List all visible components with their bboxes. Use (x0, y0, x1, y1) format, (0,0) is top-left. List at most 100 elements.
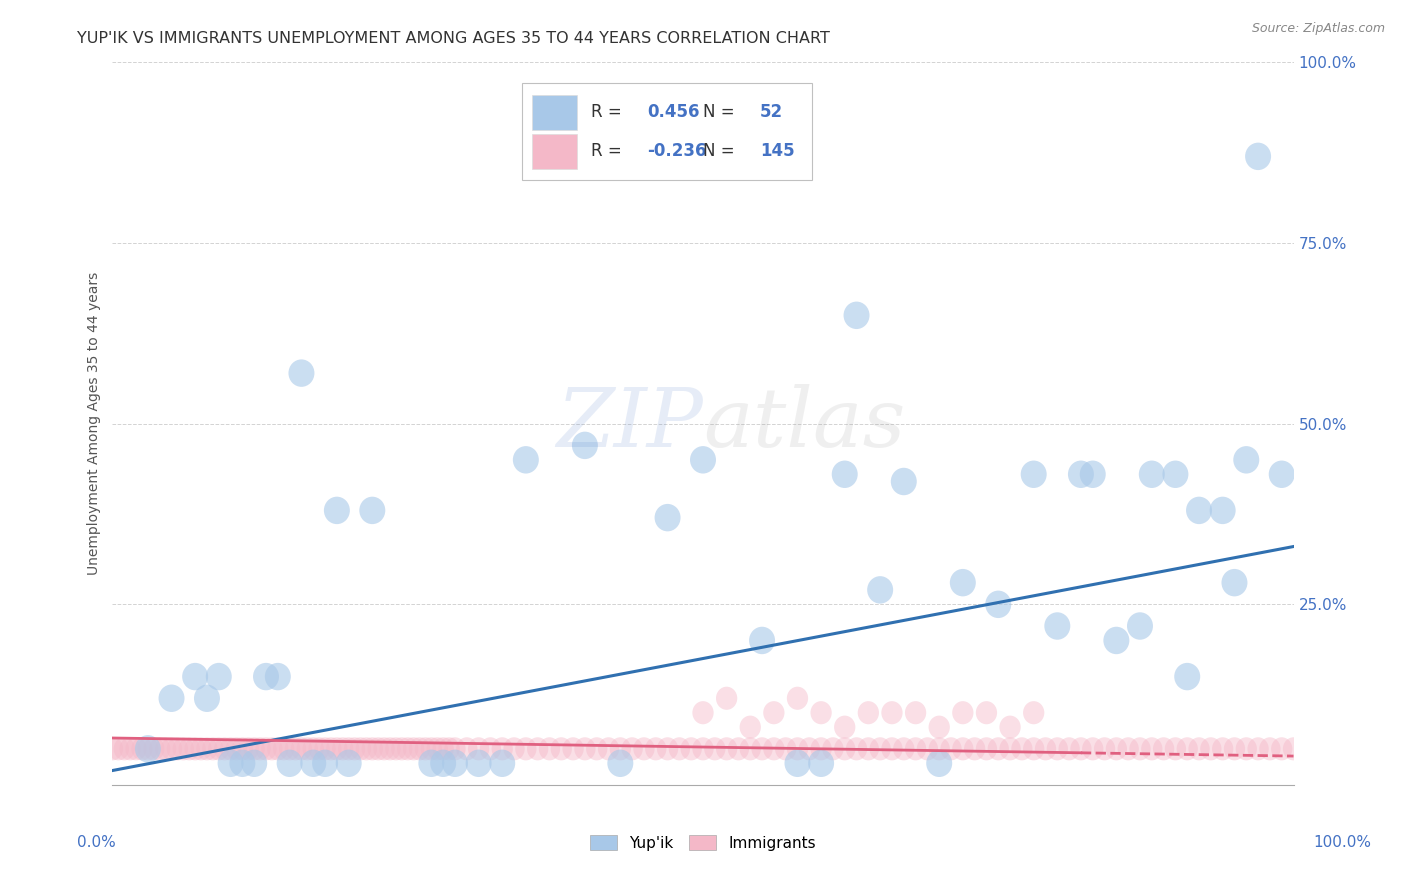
Text: 100.0%: 100.0% (1313, 836, 1371, 850)
Ellipse shape (763, 701, 785, 724)
Ellipse shape (243, 738, 264, 760)
Ellipse shape (114, 738, 135, 760)
Ellipse shape (716, 738, 737, 760)
Ellipse shape (312, 749, 337, 777)
Ellipse shape (607, 749, 633, 777)
Ellipse shape (1105, 738, 1128, 760)
Ellipse shape (149, 738, 170, 760)
Ellipse shape (527, 738, 548, 760)
Ellipse shape (1268, 460, 1295, 488)
Ellipse shape (323, 497, 350, 524)
Ellipse shape (751, 738, 773, 760)
Ellipse shape (419, 749, 444, 777)
Text: atlas: atlas (703, 384, 905, 464)
Ellipse shape (775, 738, 796, 760)
Ellipse shape (728, 738, 749, 760)
Ellipse shape (905, 701, 927, 724)
Ellipse shape (692, 738, 714, 760)
Ellipse shape (1164, 738, 1187, 760)
Ellipse shape (208, 738, 229, 760)
Ellipse shape (456, 738, 478, 760)
Text: 0.0%: 0.0% (77, 836, 117, 850)
Ellipse shape (586, 738, 607, 760)
Ellipse shape (882, 738, 903, 760)
Ellipse shape (1045, 612, 1070, 640)
Ellipse shape (297, 738, 318, 760)
Ellipse shape (367, 738, 389, 760)
Ellipse shape (273, 738, 294, 760)
Text: 0.456: 0.456 (648, 103, 700, 121)
Ellipse shape (202, 738, 224, 760)
Ellipse shape (197, 738, 218, 760)
Ellipse shape (681, 738, 702, 760)
Ellipse shape (1187, 497, 1212, 524)
Ellipse shape (194, 684, 219, 712)
Ellipse shape (572, 432, 598, 459)
Ellipse shape (1223, 738, 1246, 760)
Ellipse shape (120, 738, 141, 760)
Ellipse shape (1059, 738, 1080, 760)
Ellipse shape (645, 738, 666, 760)
Ellipse shape (374, 738, 395, 760)
Ellipse shape (336, 749, 361, 777)
Ellipse shape (834, 738, 855, 760)
Ellipse shape (1011, 738, 1032, 760)
Ellipse shape (1233, 446, 1260, 474)
Ellipse shape (928, 715, 950, 739)
Ellipse shape (669, 738, 690, 760)
Ellipse shape (834, 715, 855, 739)
Ellipse shape (1070, 738, 1091, 760)
Ellipse shape (1222, 569, 1247, 597)
Ellipse shape (256, 738, 277, 760)
Text: 52: 52 (759, 103, 783, 121)
Ellipse shape (941, 738, 962, 760)
Ellipse shape (1177, 738, 1198, 760)
Ellipse shape (430, 749, 456, 777)
Ellipse shape (610, 738, 631, 760)
Ellipse shape (1024, 738, 1045, 760)
Ellipse shape (350, 738, 371, 760)
Ellipse shape (808, 749, 834, 777)
Ellipse shape (160, 738, 183, 760)
Ellipse shape (415, 738, 436, 760)
Ellipse shape (332, 738, 353, 760)
Ellipse shape (950, 569, 976, 597)
Ellipse shape (409, 738, 430, 760)
Ellipse shape (891, 467, 917, 495)
Ellipse shape (868, 576, 893, 604)
Ellipse shape (242, 749, 267, 777)
Ellipse shape (238, 738, 259, 760)
Ellipse shape (1118, 738, 1139, 760)
Text: -0.236: -0.236 (648, 143, 707, 161)
Ellipse shape (515, 738, 537, 760)
Text: N =: N = (703, 103, 740, 121)
Ellipse shape (538, 738, 560, 760)
Text: R =: R = (591, 103, 627, 121)
Ellipse shape (277, 749, 302, 777)
Ellipse shape (740, 738, 761, 760)
Ellipse shape (302, 738, 323, 760)
Ellipse shape (267, 738, 288, 760)
Ellipse shape (1174, 663, 1201, 690)
Ellipse shape (893, 738, 914, 760)
Text: R =: R = (591, 143, 627, 161)
Ellipse shape (179, 738, 200, 760)
Ellipse shape (159, 684, 184, 712)
Ellipse shape (291, 738, 312, 760)
Ellipse shape (391, 738, 412, 760)
Ellipse shape (832, 460, 858, 488)
Ellipse shape (321, 738, 342, 760)
Ellipse shape (551, 738, 572, 760)
Ellipse shape (952, 701, 973, 724)
Ellipse shape (385, 738, 406, 760)
Ellipse shape (167, 738, 188, 760)
Ellipse shape (1080, 460, 1105, 488)
Ellipse shape (433, 738, 454, 760)
Ellipse shape (1153, 738, 1174, 760)
Ellipse shape (468, 738, 489, 760)
Ellipse shape (810, 738, 832, 760)
Ellipse shape (987, 738, 1010, 760)
Ellipse shape (380, 738, 401, 760)
Ellipse shape (360, 497, 385, 524)
Ellipse shape (1282, 738, 1305, 760)
